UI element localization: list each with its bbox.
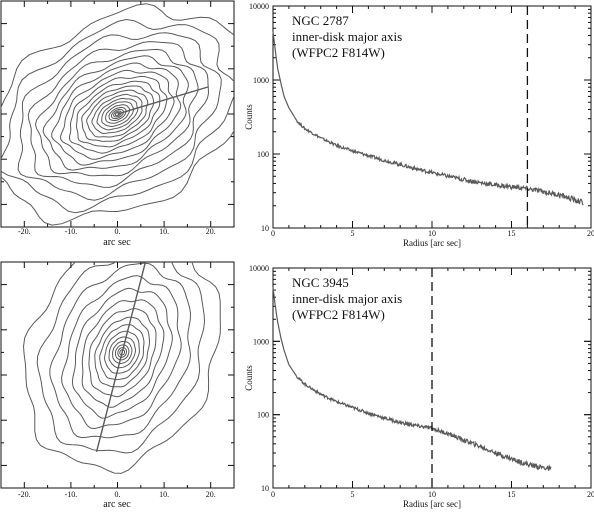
tick-labels: 0 5 10 15 20 10 100 1000 10000 <box>249 264 594 499</box>
title-line-3: (WFPC2 F814W) <box>292 307 385 322</box>
major-axis-line <box>117 86 209 115</box>
contour-line <box>81 85 155 142</box>
contour-line <box>81 299 165 408</box>
y-tick-label: 10 <box>261 484 269 493</box>
y-tick-label: 1000 <box>253 76 269 85</box>
x-tick-label: 10 <box>428 229 436 238</box>
x-tick-label: -20. <box>18 227 31 236</box>
x-tick-label: 20 <box>587 229 594 238</box>
ngc3945-contour-panel: -20. -10. 0. 10. 20. arc sec <box>0 261 235 510</box>
x-tick-label: 15 <box>508 490 516 499</box>
x-tick-label: -10. <box>65 227 78 236</box>
x-tick-label: -20. <box>18 490 31 499</box>
contour-line <box>117 347 127 358</box>
contour-line <box>114 344 130 361</box>
contour-line <box>27 41 210 188</box>
axis-ticks <box>272 5 592 229</box>
x-tick-label: 0 <box>271 490 275 499</box>
contour-line <box>105 104 131 124</box>
profile-line <box>272 286 552 471</box>
y-tick-label: 100 <box>257 411 269 420</box>
y-tick-label: 100 <box>257 150 269 159</box>
x-tick-label: 20 <box>587 490 594 499</box>
profile-line <box>272 31 584 206</box>
contour-line <box>108 107 127 121</box>
contour-line <box>96 97 139 131</box>
x-tick-label: 5 <box>351 490 355 499</box>
contour-line <box>99 324 145 381</box>
title-line-1: NGC 3945 <box>292 275 349 290</box>
ngc3945-profile-panel: 0 5 10 15 20 10 100 1000 10000 NGC 3945 inner-di… <box>244 264 594 509</box>
x-tick-label: 15 <box>508 229 516 238</box>
contour-line <box>49 262 192 439</box>
x-axis-label: Radius [arc sec] <box>403 238 461 248</box>
contour-line <box>1 18 234 214</box>
contour-line <box>88 308 157 398</box>
contour-line <box>42 55 189 171</box>
title-line-1: NGC 2787 <box>292 13 349 28</box>
title-line-3: (WFPC2 F814W) <box>292 45 385 60</box>
contour-lines <box>1 3 234 226</box>
contour-line <box>17 32 222 201</box>
x-tick-label: -10. <box>65 490 78 499</box>
y-axis-label: Counts <box>244 365 254 391</box>
x-tick-labels: -20. -10. 0. 10. 20. <box>18 490 216 499</box>
contour-line <box>111 108 124 120</box>
ngc2787-profile-panel: 0 5 10 15 20 10 100 1000 10000 NGC 2787 inner-di… <box>244 2 594 248</box>
x-axis-label: arc sec <box>103 237 131 248</box>
y-axis-label: Counts <box>244 104 254 130</box>
contour-line <box>34 48 199 177</box>
contour-line <box>75 80 161 148</box>
contour-line <box>91 93 143 134</box>
axis-ticks <box>0 261 235 489</box>
x-tick-label: 0. <box>115 490 121 499</box>
x-tick-label: 0 <box>271 229 275 238</box>
x-tick-label: 10. <box>159 490 169 499</box>
contour-line <box>104 330 140 374</box>
x-axis-label: Radius [arc sec] <box>403 499 461 509</box>
contour-line <box>68 75 168 154</box>
y-tick-label: 10 <box>261 224 269 233</box>
contour-line <box>1 3 234 226</box>
title-line-2: inner-disk major axis <box>292 29 402 44</box>
contour-line <box>51 62 182 166</box>
x-tick-label: 10 <box>428 490 436 499</box>
major-axis-line <box>95 262 147 453</box>
tick-labels: 0 5 10 15 20 10 100 1000 10000 <box>249 2 594 238</box>
contour-line <box>101 101 135 127</box>
contour-line <box>71 287 173 419</box>
contour-line <box>61 275 182 430</box>
x-tick-label: 20. <box>206 227 216 236</box>
x-tick-labels: -20. -10. 0. 10. 20. <box>18 227 216 236</box>
y-tick-label: 10000 <box>249 264 269 273</box>
x-tick-label: 10. <box>159 227 169 236</box>
contour-lines <box>22 262 221 474</box>
axis-ticks <box>0 0 235 228</box>
ngc2787-contour-panel: -20. -10. 0. 10. 20. arc sec <box>0 0 235 248</box>
x-axis-label: arc sec <box>103 499 131 510</box>
contour-line <box>94 316 151 388</box>
y-tick-label: 1000 <box>253 337 269 346</box>
contour-line <box>36 262 206 454</box>
contour-line <box>112 341 133 364</box>
y-tick-label: 10000 <box>249 2 269 11</box>
x-tick-label: 20. <box>206 490 216 499</box>
contour-line <box>114 111 121 117</box>
contour-line <box>108 336 137 369</box>
x-tick-label: 0. <box>115 227 121 236</box>
x-tick-label: 5 <box>351 229 355 238</box>
contour-line <box>59 69 175 160</box>
contour-line <box>113 110 122 118</box>
title-line-2: inner-disk major axis <box>292 291 402 306</box>
contour-line <box>86 89 149 138</box>
